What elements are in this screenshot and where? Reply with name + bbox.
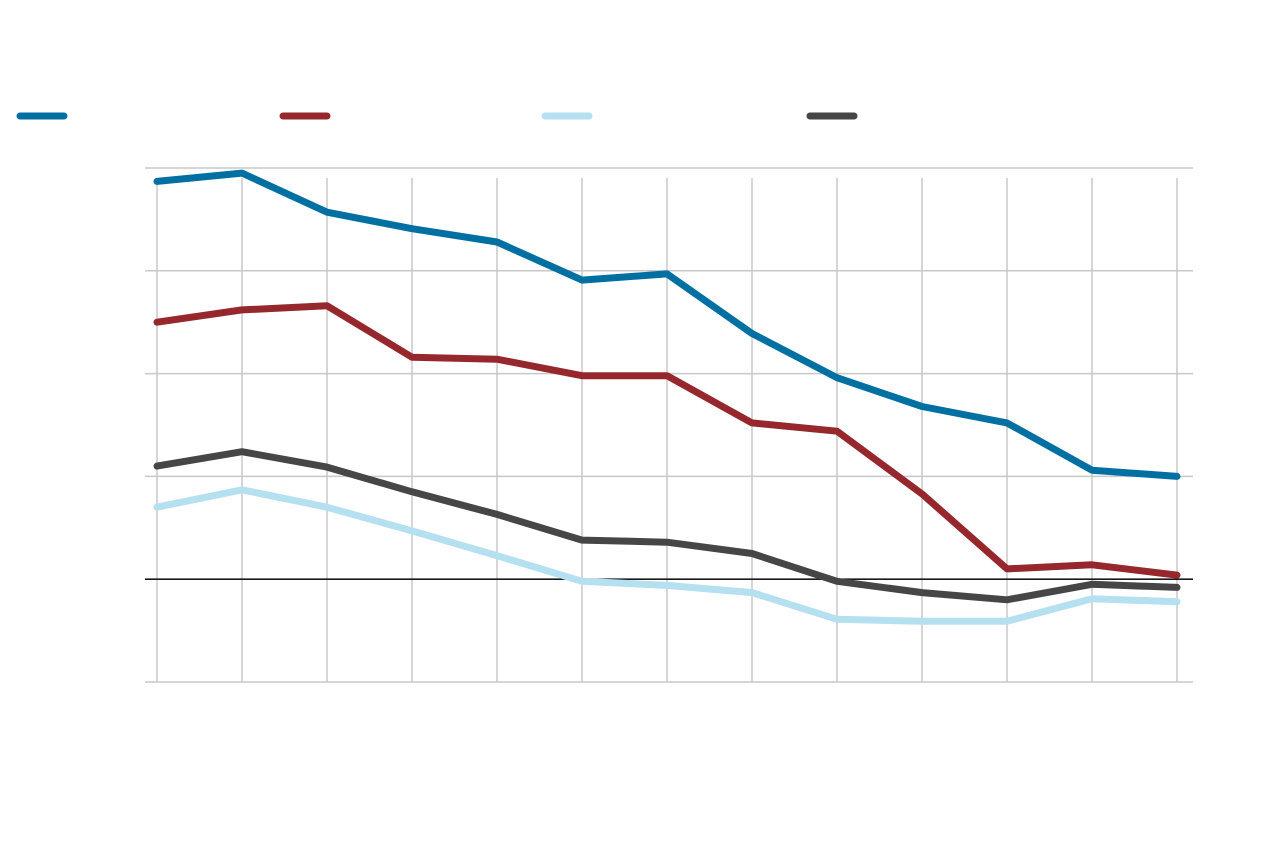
series-line-3 bbox=[153, 486, 1181, 625]
series-line-2 bbox=[153, 302, 1181, 579]
series-line-4 bbox=[153, 448, 1181, 604]
series-line-1 bbox=[153, 169, 1181, 480]
